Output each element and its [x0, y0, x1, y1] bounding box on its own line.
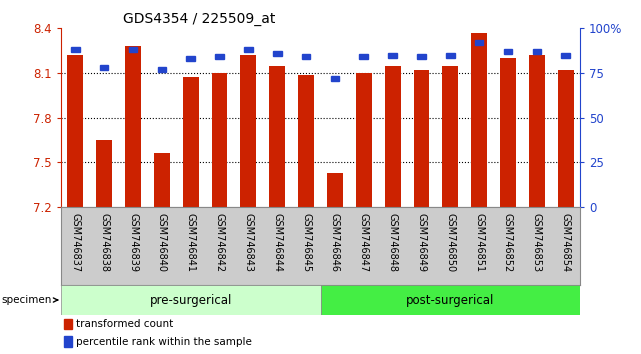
Text: pre-surgerical: pre-surgerical: [149, 293, 232, 307]
Bar: [64, 319, 72, 329]
Bar: [273, 51, 281, 56]
Bar: [64, 336, 72, 347]
Bar: [417, 55, 426, 59]
Bar: [183, 78, 199, 207]
Text: GSM746837: GSM746837: [71, 213, 80, 273]
Text: GSM746854: GSM746854: [561, 213, 570, 273]
Bar: [533, 49, 541, 54]
Bar: [96, 140, 112, 207]
Bar: [356, 73, 372, 207]
Bar: [298, 74, 314, 207]
Text: GSM746852: GSM746852: [503, 213, 513, 273]
Bar: [413, 70, 429, 207]
Text: post-surgerical: post-surgerical: [406, 293, 494, 307]
Bar: [269, 65, 285, 207]
Text: GSM746851: GSM746851: [474, 213, 484, 273]
Text: GSM746849: GSM746849: [417, 213, 426, 272]
Text: GSM746841: GSM746841: [186, 213, 196, 272]
Text: GDS4354 / 225509_at: GDS4354 / 225509_at: [123, 12, 276, 26]
Bar: [100, 65, 108, 70]
Bar: [215, 55, 224, 59]
Bar: [385, 65, 401, 207]
Bar: [154, 153, 170, 207]
Text: specimen: specimen: [1, 295, 58, 305]
Bar: [302, 55, 310, 59]
FancyBboxPatch shape: [61, 285, 320, 315]
Bar: [212, 73, 228, 207]
Bar: [558, 70, 574, 207]
Bar: [471, 33, 487, 207]
Text: GSM746840: GSM746840: [157, 213, 167, 272]
Text: GSM746847: GSM746847: [359, 213, 369, 273]
Bar: [529, 55, 545, 207]
Bar: [327, 173, 343, 207]
Text: GSM746853: GSM746853: [532, 213, 542, 273]
Bar: [71, 47, 79, 52]
Bar: [500, 58, 516, 207]
Text: GSM746845: GSM746845: [301, 213, 311, 273]
Bar: [446, 53, 454, 58]
FancyBboxPatch shape: [320, 285, 580, 315]
Text: GSM746850: GSM746850: [445, 213, 455, 273]
Bar: [244, 47, 253, 52]
Bar: [504, 49, 512, 54]
Text: GSM746843: GSM746843: [244, 213, 253, 272]
Text: transformed count: transformed count: [76, 319, 174, 329]
Bar: [129, 47, 137, 52]
Bar: [331, 76, 339, 81]
Text: GSM746839: GSM746839: [128, 213, 138, 272]
Bar: [360, 55, 368, 59]
Bar: [67, 55, 83, 207]
Bar: [187, 56, 195, 61]
Bar: [475, 40, 483, 45]
Bar: [240, 55, 256, 207]
Text: GSM746846: GSM746846: [330, 213, 340, 272]
Text: GSM746844: GSM746844: [272, 213, 282, 272]
Bar: [388, 53, 397, 58]
Bar: [158, 67, 166, 72]
Bar: [125, 46, 141, 207]
Text: GSM746842: GSM746842: [215, 213, 224, 273]
Text: percentile rank within the sample: percentile rank within the sample: [76, 337, 253, 347]
Bar: [562, 53, 570, 58]
Text: GSM746848: GSM746848: [388, 213, 397, 272]
Text: GSM746838: GSM746838: [99, 213, 109, 272]
Bar: [442, 65, 458, 207]
